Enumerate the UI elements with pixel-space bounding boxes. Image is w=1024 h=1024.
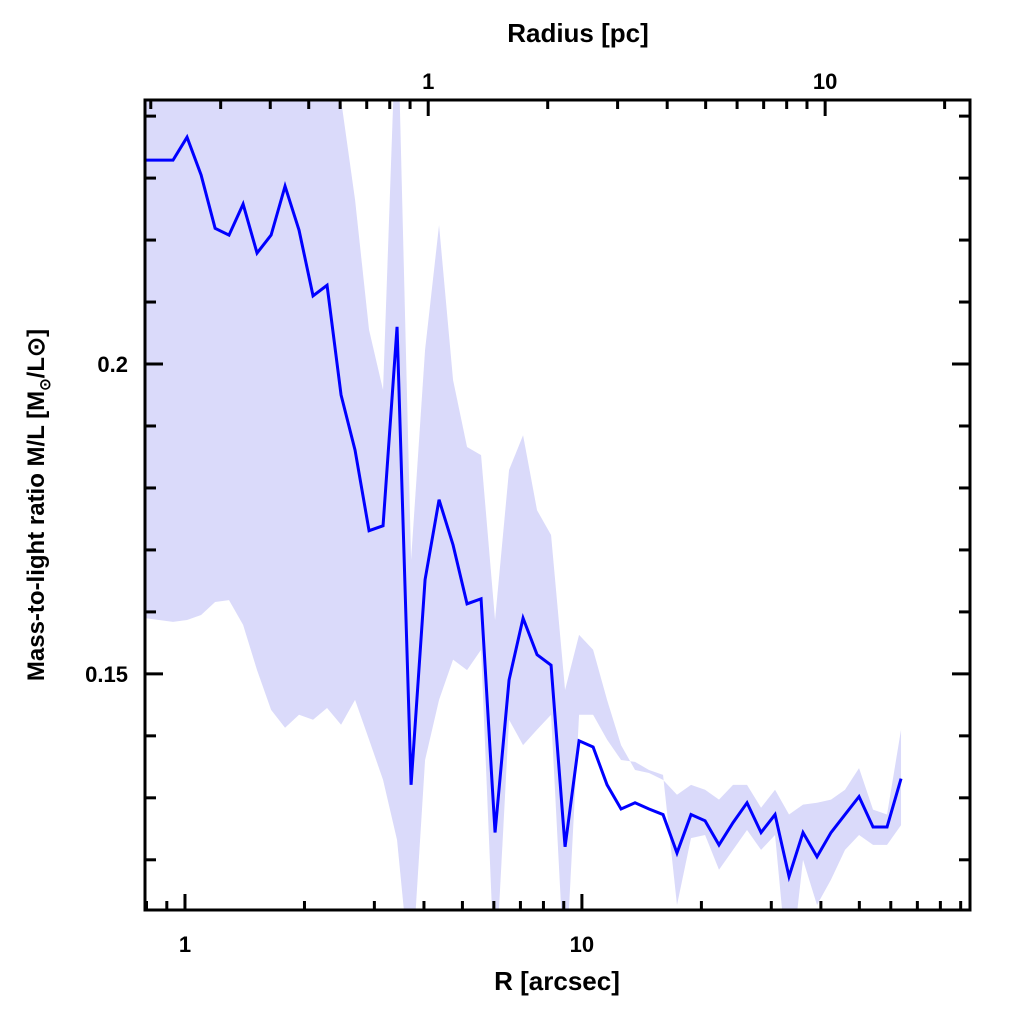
x-tick-label: 1 xyxy=(179,932,191,957)
plot-frame xyxy=(143,98,972,912)
top-tick-label: 1 xyxy=(422,69,434,94)
x-axis-label: R [arcsec] xyxy=(494,966,620,996)
y-tick-label: 0.2 xyxy=(97,352,128,377)
x-tick-label: 10 xyxy=(570,932,594,957)
y-axis-label: Mass-to-light ratio M/L [M⊙/L⊙] xyxy=(23,329,54,681)
y-tick-label: 0.15 xyxy=(85,662,128,687)
ml-series-line xyxy=(145,133,903,883)
top-axis-label: Radius [pc] xyxy=(507,18,649,48)
uncertainty-band xyxy=(145,100,902,910)
top-tick-label: 10 xyxy=(813,69,837,94)
